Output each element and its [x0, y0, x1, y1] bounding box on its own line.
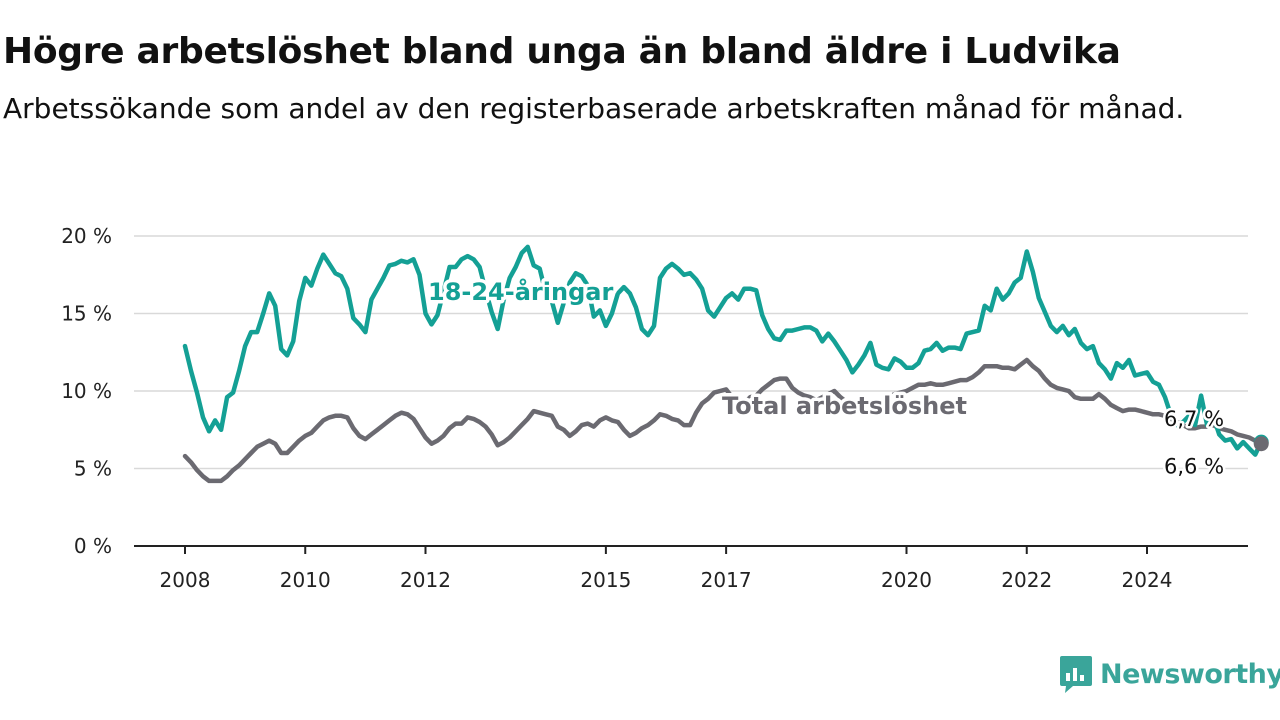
gridlines: [134, 235, 1248, 470]
newsworthy-logo[interactable]: Newsworthy: [1059, 654, 1280, 694]
x-tick-label: 2010: [280, 568, 331, 592]
series-label-total: Total arbetslöshet: [722, 392, 967, 420]
series-label-18-24: 18-24-åringar: [428, 277, 613, 306]
newsworthy-brand-name: Newsworthy: [1100, 658, 1280, 690]
newsworthy-logo-icon: [1060, 656, 1092, 693]
y-tick-label: 0 %: [74, 534, 112, 558]
series-lines: [182, 244, 1264, 484]
series-line-total: [182, 357, 1264, 484]
end-value-label-18-24: 6,7 %: [1164, 407, 1224, 431]
y-tick-label: 20 %: [61, 224, 112, 248]
x-tick-label: 2017: [701, 568, 752, 592]
y-axis-labels: 0 % 5 % 10 % 15 % 20 %: [61, 224, 112, 558]
x-tick-label: 2008: [160, 568, 211, 592]
y-tick-label: 5 %: [74, 457, 112, 481]
end-markers: 6,7 % 6,6 %: [1162, 405, 1269, 481]
x-axis: 2008 2010 2012 2015 2017 2020 2022 2024: [134, 545, 1248, 592]
x-tick-label: 2012: [400, 568, 451, 592]
x-tick-label: 2024: [1122, 568, 1173, 592]
chart-title: Högre arbetslöshet bland unga än bland ä…: [3, 31, 1121, 72]
end-marker-total: [1253, 436, 1269, 452]
x-tick-label: 2022: [1001, 568, 1052, 592]
y-tick-label: 10 %: [61, 379, 112, 403]
y-tick-label: 15 %: [61, 302, 112, 326]
x-tick-label: 2015: [580, 568, 631, 592]
series-labels: 18-24-åringar Total arbetslöshet: [425, 274, 971, 424]
chart-subtitle: Arbetssökande som andel av den registerb…: [3, 92, 1185, 125]
end-value-label-total: 6,6 %: [1164, 455, 1224, 479]
x-tick-label: 2020: [881, 568, 932, 592]
series-line-18-24: [182, 244, 1264, 457]
